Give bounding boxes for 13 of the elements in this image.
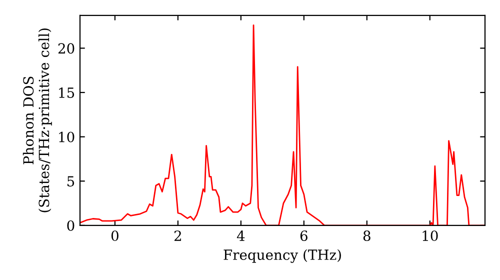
y-tick-label: 15 — [59, 87, 74, 98]
y-tick-label: 0 — [67, 220, 74, 231]
x-tick-label: 0 — [111, 230, 118, 242]
x-tick-label: 4 — [236, 230, 245, 241]
x-tick-label: 10 — [422, 230, 438, 242]
y-tick-label: 20 — [58, 43, 74, 54]
x-tick-label: 8 — [363, 230, 370, 242]
y-tick-label: 5 — [67, 176, 74, 187]
y-axis-title: Phonon DOS (States/THz·primitive cell) — [22, 28, 52, 212]
x-tick-label: 2 — [174, 230, 181, 241]
x-tick-label: 6 — [300, 230, 308, 242]
y-tick-label: 10 — [59, 132, 74, 142]
x-axis-title: Frequency (THz) — [224, 249, 341, 263]
